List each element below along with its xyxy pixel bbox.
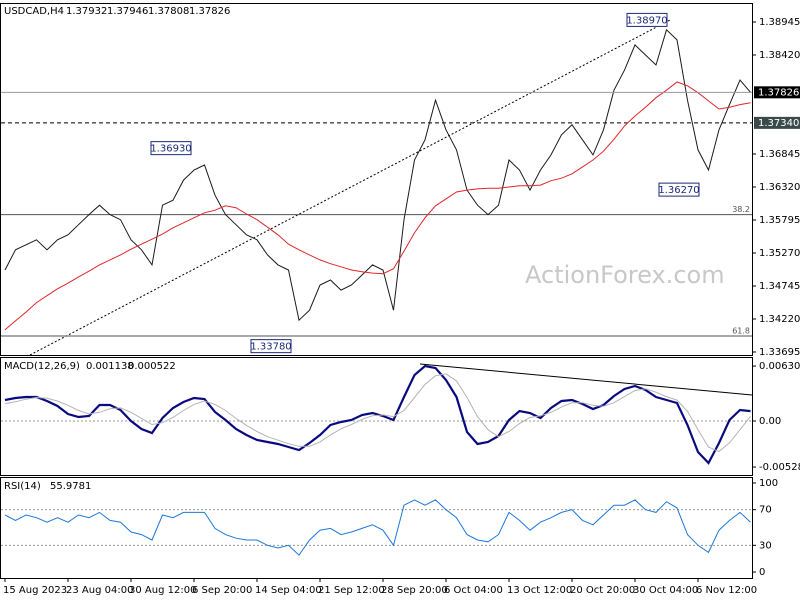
level-label: 1.37340 xyxy=(758,118,799,129)
rsi-title: RSI(14) xyxy=(4,481,41,492)
y-tick-label: 1.36320 xyxy=(759,182,800,193)
series-line xyxy=(4,81,751,331)
series-line xyxy=(4,373,751,453)
annotation-box xyxy=(250,339,292,354)
current-price-box xyxy=(754,86,800,99)
annotation-label: 1.38970 xyxy=(626,15,667,26)
y-tick-label: 1.33695 xyxy=(759,347,800,358)
trend-line xyxy=(29,19,671,356)
rsi-last: 55.9781 xyxy=(50,481,91,492)
rsi-panel xyxy=(0,477,753,579)
x-tick-label: 28 Sep 20:00 xyxy=(381,585,448,596)
macd-last: 0.001138 xyxy=(86,361,134,372)
y-tick-label: 0 xyxy=(759,567,765,578)
close: 1.37826 xyxy=(189,6,230,17)
high: 1.37946 xyxy=(107,6,148,17)
annotation-box xyxy=(150,141,192,156)
x-tick-label: 15 Aug 2023 xyxy=(3,585,67,596)
signal-last: 0.000522 xyxy=(128,361,176,372)
y-tick-label: 1.34220 xyxy=(759,314,800,325)
y-tick-label: 0.006305 xyxy=(759,361,800,372)
y-tick-label: 1.35270 xyxy=(759,248,800,259)
series-line xyxy=(4,499,751,556)
x-tick-label: 6 Sep 20:00 xyxy=(192,585,252,596)
x-tick-label: 14 Sep 04:00 xyxy=(255,585,322,596)
macd-panel xyxy=(0,357,753,476)
open: 1.37932 xyxy=(66,6,107,17)
series-line xyxy=(4,364,751,465)
header: USDCAD,H4 1.37932 1.37946 1.37808 1.3782… xyxy=(4,6,230,17)
y-tick-label: 1.35795 xyxy=(759,215,800,226)
y-tick-label: 1.34745 xyxy=(759,281,800,292)
annotation-label: 1.33780 xyxy=(250,342,291,353)
y-tick-label: 0.00 xyxy=(759,416,781,427)
price-panel xyxy=(0,3,753,356)
x-tick-label: 13 Oct 12:00 xyxy=(507,585,572,596)
x-tick-label: 6 Oct 04:00 xyxy=(444,585,503,596)
annotation-label: 1.36930 xyxy=(150,144,191,155)
fib-label: 38.2 xyxy=(732,205,750,214)
symbol: USDCAD,H4 xyxy=(4,6,64,17)
y-tick-label: 30 xyxy=(759,540,772,551)
x-tick-label: 30 Aug 12:00 xyxy=(129,585,196,596)
series-line xyxy=(4,28,751,322)
level-label-box xyxy=(754,116,800,129)
x-tick-label: 21 Sep 12:00 xyxy=(318,585,385,596)
annotation-box xyxy=(626,12,668,27)
x-tick-label: 23 Aug 04:00 xyxy=(66,585,133,596)
current-price-label: 1.37826 xyxy=(758,87,799,98)
y-tick-label: 70 xyxy=(759,505,772,516)
x-tick-label: 30 Oct 04:00 xyxy=(633,585,698,596)
y-tick-label: 100 xyxy=(759,478,778,489)
y-tick-label: 1.38945 xyxy=(759,17,800,28)
y-tick-label: -0.005283 xyxy=(759,462,800,473)
x-tick-label: 20 Oct 20:00 xyxy=(570,585,635,596)
low: 1.37808 xyxy=(148,6,189,17)
y-tick-label: 1.38420 xyxy=(759,50,800,61)
annotation-box xyxy=(658,182,700,197)
annotation-label: 1.36270 xyxy=(658,185,699,196)
fib-label: 61.8 xyxy=(732,326,750,335)
x-tick-label: 6 Nov 12:00 xyxy=(696,585,757,596)
macd-title: MACD(12,26,9) xyxy=(4,361,80,372)
y-tick-label: 1.36845 xyxy=(759,149,800,160)
macd-trend-line xyxy=(419,363,753,396)
watermark: ActionForex.com xyxy=(525,261,725,289)
